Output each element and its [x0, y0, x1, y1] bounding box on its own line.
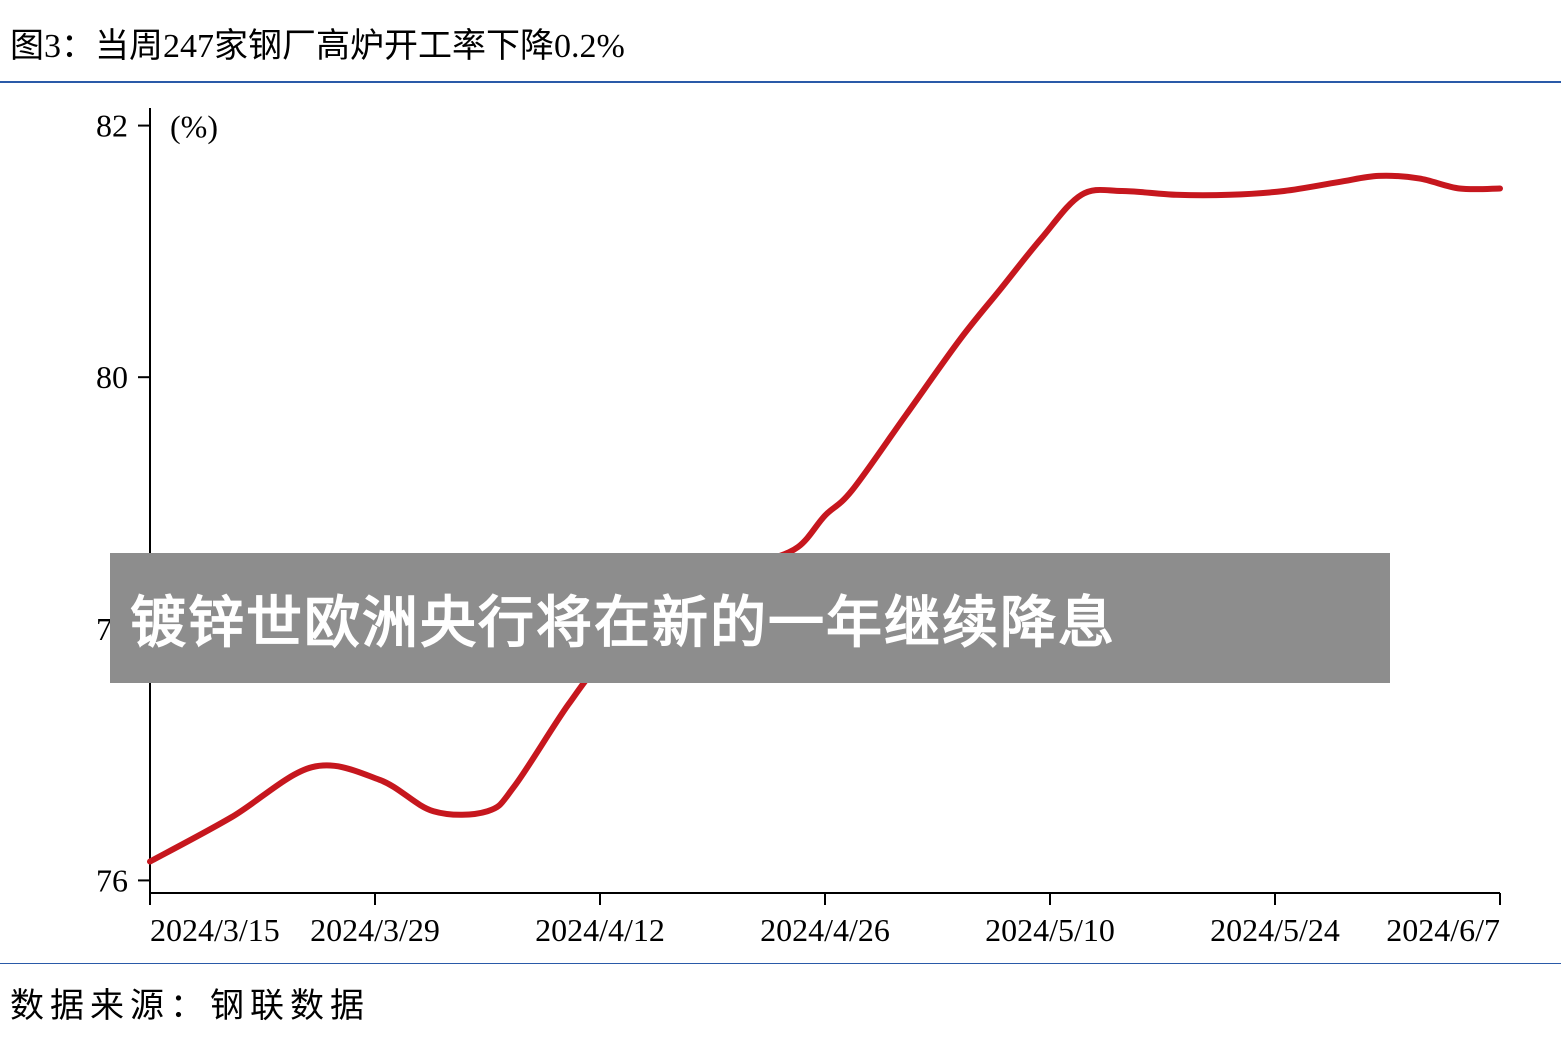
line-chart-svg: 76788082(%)2024/3/152024/3/292024/4/1220…	[0, 83, 1561, 963]
page-root: 图3：当周247家钢厂高炉开工率下降0.2% 76788082(%)2024/3…	[0, 0, 1561, 1040]
svg-text:2024/4/26: 2024/4/26	[760, 912, 890, 948]
svg-text:2024/3/15: 2024/3/15	[150, 912, 280, 948]
chart-area: 76788082(%)2024/3/152024/3/292024/4/1220…	[0, 83, 1561, 963]
svg-text:(%): (%)	[170, 109, 218, 145]
chart-title: 图3：当周247家钢厂高炉开工率下降0.2%	[0, 0, 1561, 83]
svg-text:2024/4/12: 2024/4/12	[535, 912, 665, 948]
svg-text:2024/5/24: 2024/5/24	[1210, 912, 1340, 948]
svg-text:2024/5/10: 2024/5/10	[985, 912, 1115, 948]
svg-text:2024/6/7: 2024/6/7	[1386, 912, 1500, 948]
svg-text:82: 82	[96, 108, 128, 144]
svg-text:2024/3/29: 2024/3/29	[310, 912, 440, 948]
watermark-overlay: 镀锌世欧洲央行将在新的一年继续降息	[110, 553, 1390, 683]
data-source-label: 数据来源：钢联数据	[0, 963, 1561, 1027]
svg-text:76: 76	[96, 862, 128, 898]
svg-text:80: 80	[96, 359, 128, 395]
